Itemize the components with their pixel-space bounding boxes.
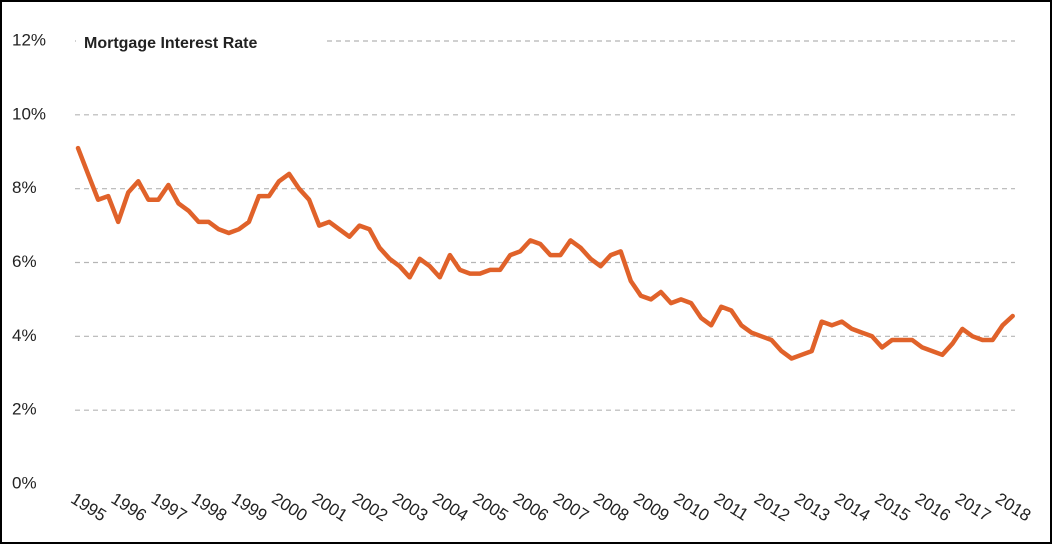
y-tick-label: 2% bbox=[12, 400, 37, 419]
y-tick-label: 6% bbox=[12, 252, 37, 271]
title-background bbox=[76, 30, 326, 56]
y-tick-label: 8% bbox=[12, 178, 37, 197]
y-tick-label: 10% bbox=[12, 104, 46, 123]
chart-title: Mortgage Interest Rate bbox=[84, 35, 257, 52]
y-tick-label: 0% bbox=[12, 473, 37, 492]
y-tick-label: 4% bbox=[12, 326, 37, 345]
series-line bbox=[75, 145, 1015, 361]
y-tick-label: 12% bbox=[12, 30, 46, 49]
